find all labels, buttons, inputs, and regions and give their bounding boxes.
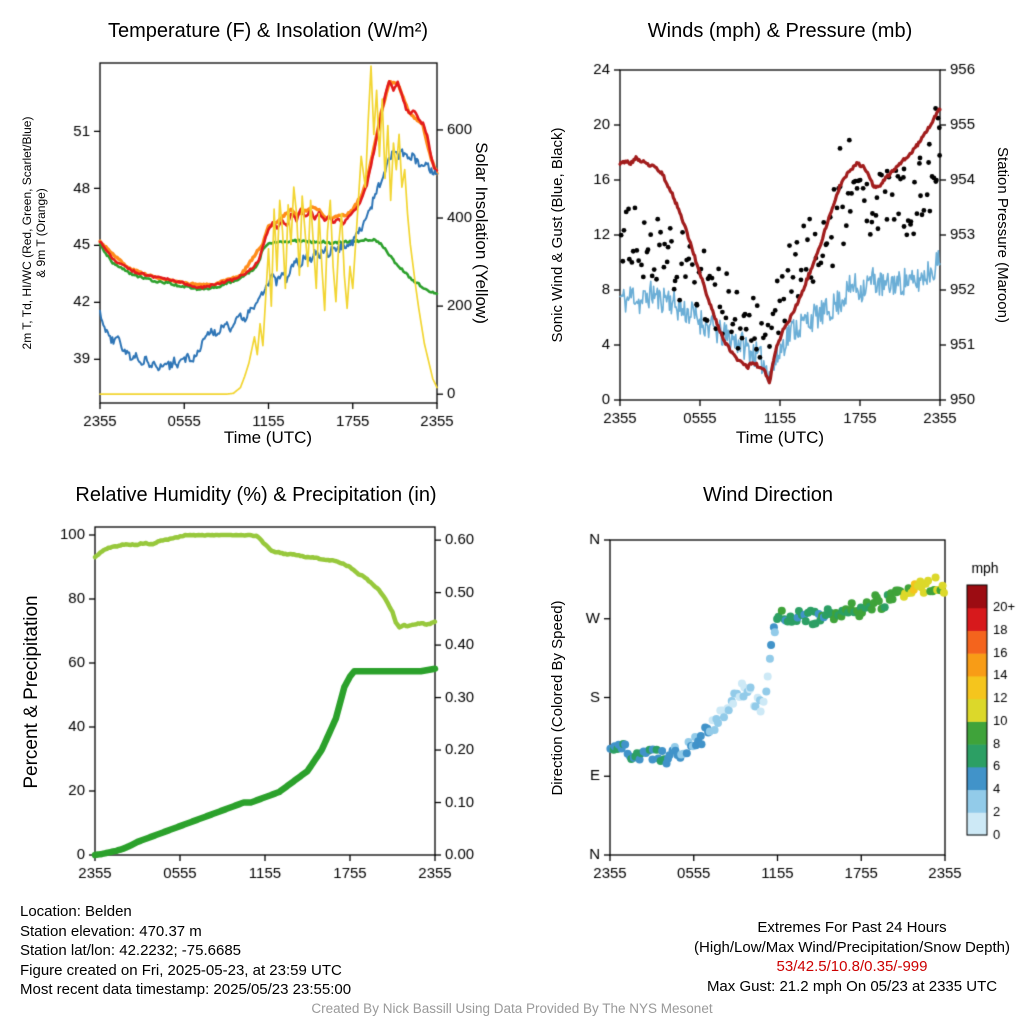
chart-cell-rh-precip: Relative Humidity (%) & Precipitation (i…: [0, 468, 512, 900]
pressure-right-axis-label: Station Pressure (Maroon): [994, 147, 1011, 323]
elevation-line: Station elevation: 470.37 m: [20, 922, 202, 940]
temp-x-axis-label: Time (UTC): [223, 428, 313, 447]
rh-precip-plot: [0, 468, 512, 900]
extremes-subtitle: (High/Low/Max Wind/Precipitation/Snow De…: [694, 938, 1010, 956]
extremes-block: Extremes For Past 24 Hours (High/Low/Max…: [694, 918, 1010, 996]
latlon-line: Station lat/lon: 42.2232; -75.6685: [20, 942, 242, 959]
temp-insolation-plot: [0, 0, 512, 468]
station-info-block: Location: Belden Station elevation: 470.…: [20, 902, 351, 1000]
chart-title-winds-pressure: Winds (mph) & Pressure (mb): [647, 20, 913, 42]
chart-title-wind-direction: Wind Direction: [702, 484, 834, 506]
wind-direction-plot: [512, 468, 1024, 900]
chart-cell-winds-pressure: Winds (mph) & Pressure (mb) Sonic Wind &…: [512, 0, 1024, 468]
chart-title-temp-insolation: Temperature (F) & Insolation (W/m²): [107, 20, 429, 42]
wind-left-axis-label: Sonic Wind & Gust (Blue, Black): [549, 127, 566, 343]
direction-left-axis-label: Direction (Colored By Speed): [549, 600, 566, 796]
max-gust-line: Max Gust: 21.2 mph On 05/23 at 2335 UTC: [706, 977, 998, 995]
data-timestamp-line: Most recent data timestamp: 2025/05/23 2…: [20, 981, 352, 998]
credit-line: Created By Nick Bassill Using Data Provi…: [311, 1001, 713, 1016]
winds-pressure-plot: [512, 0, 1024, 468]
chart-cell-wind-direction: Wind Direction Direction (Colored By Spe…: [512, 468, 1024, 900]
temp-left-axis-label: 2m T, Td, HI/WC (Red, Green, Scarlet/Blu…: [20, 116, 48, 350]
extremes-title: Extremes For Past 24 Hours: [757, 919, 947, 936]
extremes-values: 53/42.5/10.8/0.35/-999: [776, 958, 928, 975]
location-line: Location: Belden: [20, 903, 132, 920]
figure-created-line: Figure created on Fri, 2025-05-23, at 23…: [20, 961, 342, 979]
chart-title-rh-precip: Relative Humidity (%) & Precipitation (i…: [75, 484, 437, 506]
insolation-right-axis-label: Solar Insolation (Yellow): [472, 142, 491, 324]
chart-cell-temp-insolation: Temperature (F) & Insolation (W/m²) 2m T…: [0, 0, 512, 468]
rh-left-axis-label: Percent & Precipitation: [21, 595, 42, 789]
wind-x-axis-label: Time (UTC): [735, 428, 825, 447]
